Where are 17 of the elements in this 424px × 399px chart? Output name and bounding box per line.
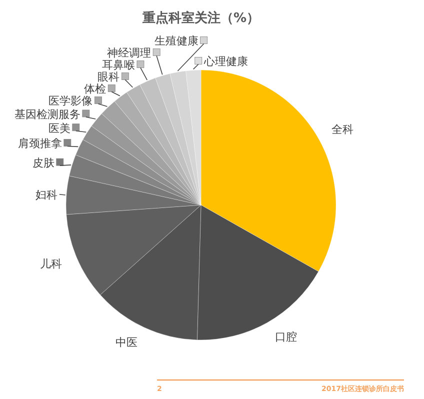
slice-label: 妇科 <box>35 188 58 202</box>
legend-label: 生殖健康 <box>154 34 198 48</box>
legend-label: 眼科 <box>98 70 120 84</box>
chart-title: 重点科室关注（%） <box>141 10 260 26</box>
slice-label: 全科 <box>331 122 354 136</box>
legend-label: 神经调理 <box>107 46 152 60</box>
legend-label: 肩颈推拿 <box>18 137 62 150</box>
legend-label: 耳鼻喉 <box>102 58 135 72</box>
slice-label: 口腔 <box>275 330 298 344</box>
legend-label: 体检 <box>84 82 106 96</box>
legend-label: 皮肤 <box>32 156 54 170</box>
slice-label: 心理健康 <box>202 55 248 68</box>
legend-label: 医学影像 <box>48 94 93 108</box>
slice-label: 中医 <box>115 336 138 349</box>
legend-label: 医美 <box>48 122 70 135</box>
legend-label: 基因检测服务 <box>14 108 80 121</box>
slice-label: 儿科 <box>40 258 62 271</box>
